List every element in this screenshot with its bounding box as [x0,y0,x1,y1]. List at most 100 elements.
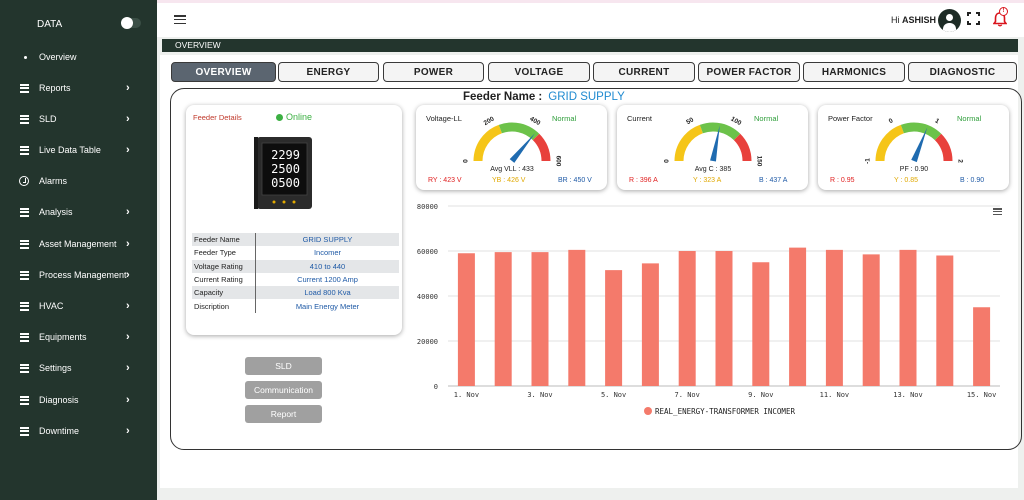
tab-power[interactable]: POWER [383,62,484,82]
chart-bar [862,254,880,386]
feeder-detail-row: Feeder Type Incomer [192,246,399,260]
sidebar-item-process-management[interactable]: Process Management › [0,262,157,288]
feeder-detail-key: Discription [192,299,256,313]
chart-menu-icon[interactable] [993,208,1002,215]
chart-bar [531,252,549,386]
dot-icon [24,55,27,59]
feeder-detail-row: Discription Main Energy Meter [192,299,399,313]
sidebar-item-label: Asset Management [39,239,117,249]
notification-bell-icon[interactable]: ! [992,7,1008,27]
gauge-band [900,122,942,141]
sld-button[interactable]: SLD [245,357,322,375]
user-avatar-icon[interactable] [938,9,961,32]
tab-diagnostic[interactable]: DIAGNOSTIC [908,62,1017,82]
menu-icon [20,363,29,373]
sidebar-item-equipments[interactable]: Equipments › [0,324,157,350]
menu-icon [20,145,29,155]
gauge-tick-label: 400 [528,116,541,128]
toggle-knob [121,17,133,29]
gauge-tick-label: -1 [865,158,872,164]
chevron-right-icon: › [126,425,130,437]
overview-title-bar: OVERVIEW [162,39,1018,52]
gauge-dial: 0 200 400 600 [463,115,562,166]
chevron-right-icon: › [126,269,130,281]
menu-icon [20,207,29,217]
sidebar-item-downtime[interactable]: Downtime › [0,418,157,444]
sidebar-item-reports[interactable]: Reports › [0,75,157,101]
gauge-tick-label: 0 [888,117,895,125]
hamburger-menu-icon[interactable] [174,15,186,24]
sidebar-toggle[interactable] [121,17,141,29]
chart-bar [605,270,623,386]
communication-button[interactable]: Communication [245,381,322,399]
gauge-tick-label: 1 [934,117,941,125]
feeder-detail-value: Main Energy Meter [295,301,360,311]
gauge-band [473,124,503,162]
menu-icon [20,395,29,405]
gauge-band [699,122,741,141]
gauge-card-power-factor: Power Factor Normal -1 0 1 2 PF : 0.90 R : 0.95… [818,105,1009,190]
gauge-tick-label: 0 [463,159,470,163]
chevron-right-icon: › [126,82,130,94]
legend-marker [644,407,652,415]
chart-bar [494,252,512,386]
chevron-right-icon: › [126,238,130,250]
report-button[interactable]: Report [245,405,322,423]
tab-current[interactable]: CURRENT [593,62,695,82]
menu-icon [20,332,29,342]
sidebar-item-settings[interactable]: Settings › [0,355,157,381]
sidebar-item-label: Overview [39,52,77,62]
tab-voltage[interactable]: VOLTAGE [488,62,590,82]
tab-energy[interactable]: ENERGY [278,62,379,82]
gauge-phase-value: BR : 450 V [558,177,592,184]
top-header: Hi ASHISH ! [157,0,1024,37]
gauge-phase-value: R : 0.95 [830,177,855,184]
feeder-detail-key: Feeder Type [192,246,256,260]
chart-bar [825,249,843,386]
chart-bar [973,307,991,386]
feeder-detail-key: Capacity [192,286,256,300]
fullscreen-icon[interactable] [967,12,980,25]
sidebar-item-overview[interactable]: Overview [0,44,157,70]
y-tick-label: 60000 [417,248,438,256]
sidebar-item-sld[interactable]: SLD › [0,106,157,132]
feeder-detail-row: Capacity Load 800 Kva [192,286,399,300]
gauge-average: Avg C : 385 [694,166,732,173]
chart-bar [789,247,807,386]
tab-power-factor[interactable]: POWER FACTOR [698,62,800,82]
chevron-right-icon: › [126,144,130,156]
gauge-tick-label: 50 [685,116,695,126]
chart-bar [457,253,475,386]
sidebar-item-label: SLD [39,114,57,124]
sidebar-item-diagnosis[interactable]: Diagnosis › [0,387,157,413]
gauge-band [532,133,551,162]
sidebar-item-alarms[interactable]: Alarms [0,168,157,194]
tab-overview[interactable]: OVERVIEW [171,62,276,82]
gauge-band [674,124,704,162]
feeder-detail-row: Current Rating Current 1200 Amp [192,272,399,287]
gauge-phase-value: RY : 423 V [428,177,462,184]
gauge-tick-label: 100 [729,116,742,128]
x-tick-label: 13. Nov [893,391,923,399]
chevron-right-icon: › [126,300,130,312]
chart-bar [715,251,733,386]
meter-line-1: 2299 [271,148,300,162]
sidebar-item-asset-management[interactable]: Asset Management › [0,231,157,257]
gauge-phase-value: R : 396 A [629,177,658,184]
sidebar-item-live-data-table[interactable]: Live Data Table › [0,137,157,163]
x-tick-label: 7. Nov [675,391,700,399]
gauge-status: Normal [754,114,779,123]
sidebar-item-hvac[interactable]: HVAC › [0,293,157,319]
gauge-status: Normal [552,114,577,123]
chevron-right-icon: › [126,206,130,218]
y-tick-label: 40000 [417,293,438,301]
chart-bar [899,249,917,386]
gauge-dial: -1 0 1 2 [865,117,964,164]
sidebar-item-label: Alarms [39,176,68,186]
greeting-text: Hi [891,15,900,25]
tab-harmonics[interactable]: HARMONICS [803,62,905,82]
x-tick-label: 3. Nov [527,391,552,399]
sidebar-item-analysis[interactable]: Analysis › [0,199,157,225]
sidebar-item-label: Diagnosis [39,395,79,405]
feeder-detail-row: Feeder Name GRID SUPPLY [192,233,399,247]
